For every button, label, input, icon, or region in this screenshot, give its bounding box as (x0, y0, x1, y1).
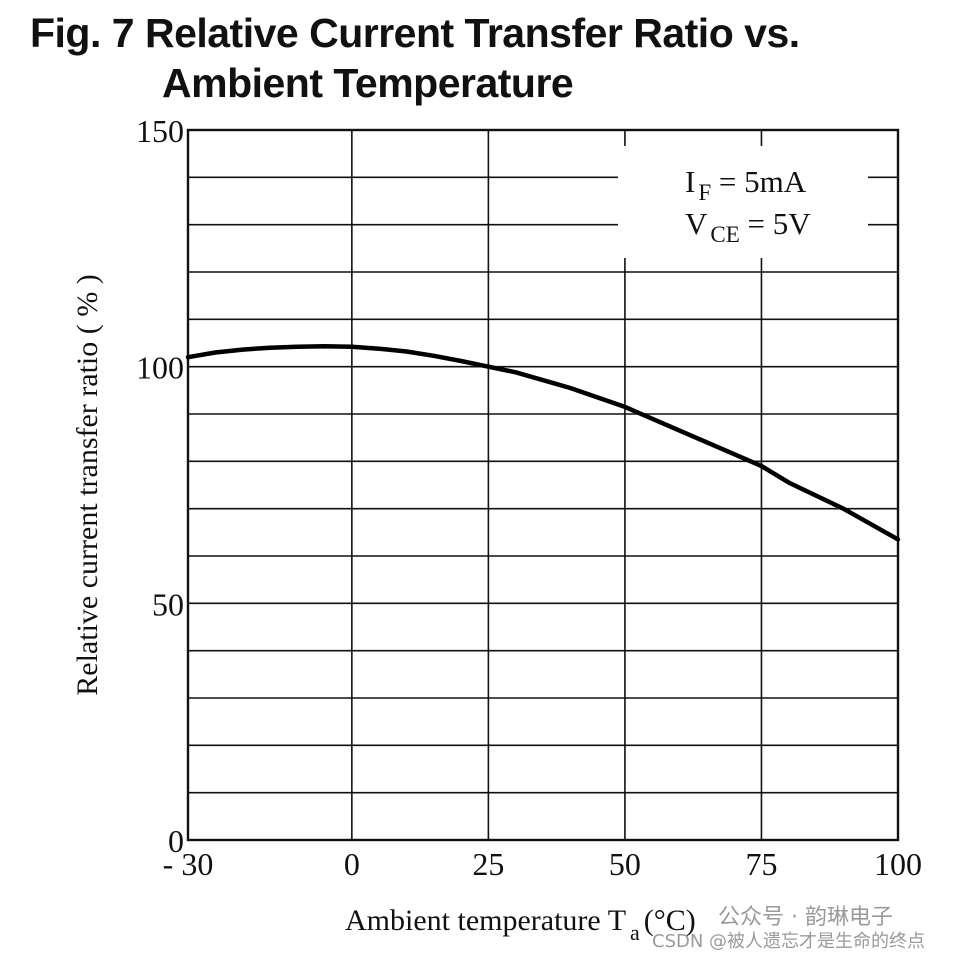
x-tick-label: 75 (745, 846, 777, 882)
x-tick-label: 0 (344, 846, 360, 882)
x-tick-label: 50 (609, 846, 641, 882)
annotation-background (618, 146, 868, 258)
title-line-1: Fig. 7 Relative Current Transfer Ratio v… (30, 10, 800, 56)
plot-frame (186, 128, 900, 842)
x-tick-label: - 30 (163, 846, 214, 882)
y-tick-label: 100 (136, 350, 184, 386)
series-line-ctr (185, 344, 901, 542)
title-line-2: Ambient Temperature (162, 60, 574, 106)
y-tick-label: 150 (136, 113, 184, 149)
watermark-text: CSDN @被人遗忘才是生命的终点 (652, 931, 925, 952)
y-axis-label: Relative current transfer ratio ( % ) (71, 274, 104, 695)
gridlines (188, 130, 898, 840)
x-tick-label: 100 (874, 846, 922, 882)
y-tick-label: 50 (152, 586, 184, 622)
x-tick-label: 25 (472, 846, 504, 882)
annotation-condition: V CE = 5V (685, 206, 811, 247)
chart-title: Fig. 7 Relative Current Transfer Ratio v… (30, 8, 800, 108)
watermark-text: 公众号 · 韵琳电子 (718, 905, 893, 930)
y-tick-label: 0 (168, 823, 184, 859)
